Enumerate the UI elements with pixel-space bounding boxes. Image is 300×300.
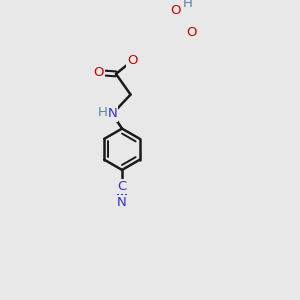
Text: C: C bbox=[117, 180, 127, 193]
Text: N: N bbox=[117, 196, 127, 209]
Text: O: O bbox=[93, 66, 104, 79]
Text: O: O bbox=[127, 54, 138, 67]
Text: O: O bbox=[170, 4, 181, 17]
Text: H: H bbox=[98, 106, 107, 118]
Text: H: H bbox=[182, 0, 192, 11]
Text: N: N bbox=[107, 107, 117, 121]
Text: O: O bbox=[186, 26, 196, 39]
